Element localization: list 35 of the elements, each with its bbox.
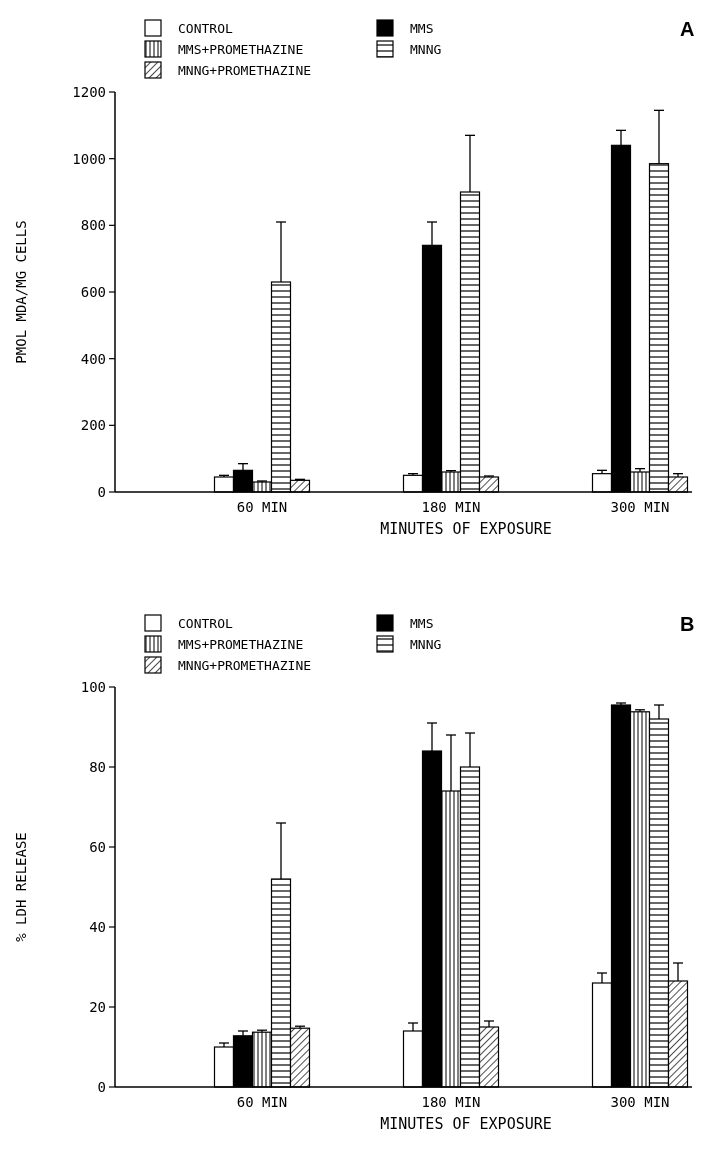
x-tick-label: 300 MIN: [610, 499, 670, 515]
legend-label: MMS: [410, 615, 434, 631]
y-tick-label: 20: [89, 998, 106, 1015]
legend-label: MMS+PROMETHAZINE: [178, 636, 304, 652]
legend-label: MMS+PROMETHAZINE: [178, 41, 304, 57]
legend-label: CONTROL: [178, 615, 233, 631]
y-tick-label: 1000: [72, 150, 106, 167]
text: B: [680, 613, 695, 635]
x-tick-label: 180 MIN: [421, 499, 481, 515]
text: A: [680, 18, 695, 40]
y-tick-label: 600: [80, 283, 106, 300]
legend-label: CONTROL: [178, 20, 233, 36]
legend-label: MNNG+PROMETHAZINE: [178, 657, 312, 673]
legend-label: MMS: [410, 20, 434, 36]
y-tick-label: 0: [97, 483, 106, 500]
y-tick-label: 0: [97, 1078, 106, 1095]
y-tick-label: 200: [80, 417, 106, 434]
y-tick-label: 400: [80, 350, 106, 367]
y-tick-label: 100: [80, 678, 106, 695]
x-tick-label: 300 MIN: [610, 1094, 670, 1110]
legend-label: MNNG+PROMETHAZINE: [178, 62, 312, 78]
y-tick-label: 80: [89, 758, 106, 775]
y-axis-title: % LDH RELEASE: [13, 832, 29, 942]
y-tick-label: 40: [89, 918, 106, 935]
x-tick-label: 60 MIN: [236, 499, 288, 515]
x-tick-label: 180 MIN: [421, 1094, 481, 1110]
y-tick-label: 800: [80, 217, 106, 234]
x-axis-title: MINUTES OF EXPOSURE: [380, 1115, 552, 1133]
y-tick-label: 1200: [72, 83, 106, 100]
legend-label: MNNG: [410, 41, 442, 57]
y-axis-title: PMOL MDA/MG CELLS: [13, 220, 29, 364]
x-axis-title: MINUTES OF EXPOSURE: [380, 520, 552, 538]
x-tick-label: 60 MIN: [236, 1094, 288, 1110]
legend-label: MNNG: [410, 636, 442, 652]
y-tick-label: 60: [89, 838, 106, 855]
